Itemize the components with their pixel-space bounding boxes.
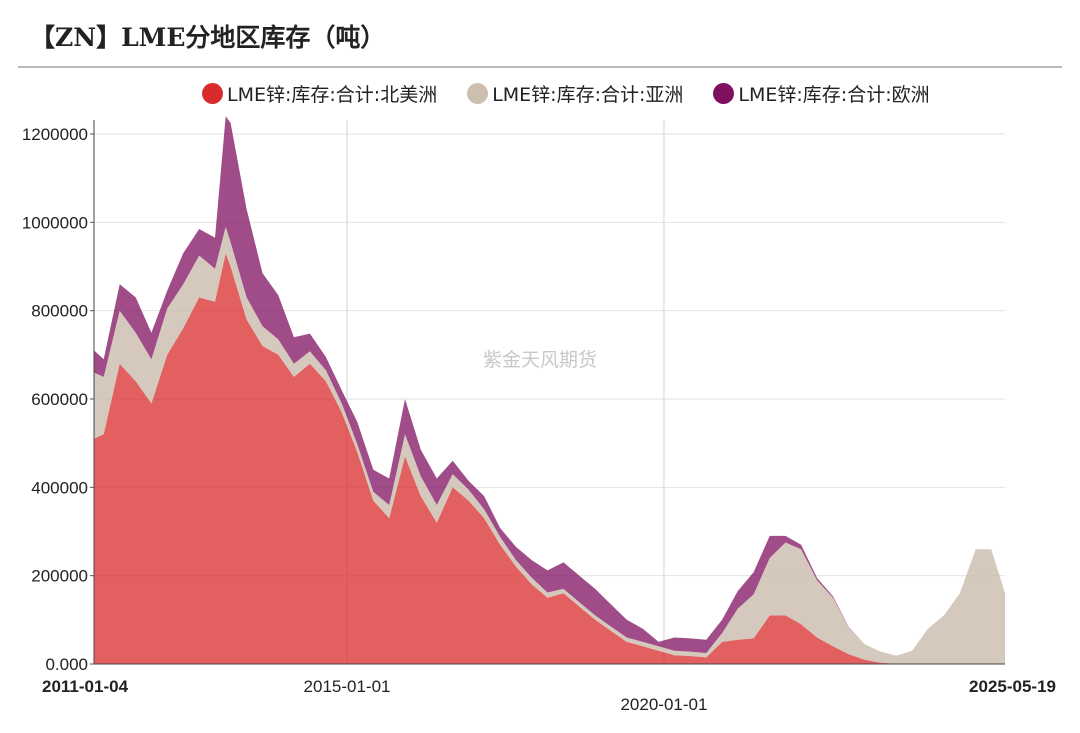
legend-item-europe[interactable]: LME锌:库存:合计:欧洲 xyxy=(713,80,930,107)
title-divider xyxy=(18,66,1062,68)
axes: 0.000 200000 400000 600000 800000 1000000 1200… xyxy=(22,120,1056,714)
x-tick-label: 2011-01-04 xyxy=(42,677,129,696)
y-tick-label: 400000 xyxy=(31,478,88,497)
x-tick-label: 2015-01-01 xyxy=(304,677,391,696)
y-tick-label: 200000 xyxy=(31,567,88,586)
x-tick-label: 2020-01-01 xyxy=(620,695,707,714)
legend-swatch-europe xyxy=(713,83,735,104)
legend-label-europe: LME锌:库存:合计:欧洲 xyxy=(738,84,930,106)
x-tick-label: 2025-05-19 xyxy=(969,677,1056,696)
legend-swatch-asia xyxy=(467,83,489,104)
y-tick-label: 600000 xyxy=(31,390,88,409)
series-area-0 xyxy=(94,253,1005,665)
y-tick-label: 1200000 xyxy=(22,125,88,144)
legend-item-asia[interactable]: LME锌:库存:合计:亚洲 xyxy=(467,80,683,107)
watermark: 紫金天风期货 xyxy=(483,349,597,371)
series-area-1 xyxy=(94,226,1005,665)
legend-label-north-america: LME锌:库存:合计:北美洲 xyxy=(227,84,438,106)
chart-title: 【ZN】LME分地区库存（吨） xyxy=(30,23,386,52)
y-tick-label: 1000000 xyxy=(22,213,88,232)
legend-label-asia: LME锌:库存:合计:亚洲 xyxy=(492,84,684,106)
legend: LME锌:库存:合计:北美洲 LME锌:库存:合计:亚洲 LME锌:库存:合计:… xyxy=(202,80,930,107)
y-tick-label: 800000 xyxy=(31,302,88,321)
legend-swatch-north-america xyxy=(202,83,223,104)
series-areas xyxy=(94,116,1005,665)
y-tick-label: 0.000 xyxy=(45,655,88,674)
legend-item-north-america[interactable]: LME锌:库存:合计:北美洲 xyxy=(202,80,437,107)
